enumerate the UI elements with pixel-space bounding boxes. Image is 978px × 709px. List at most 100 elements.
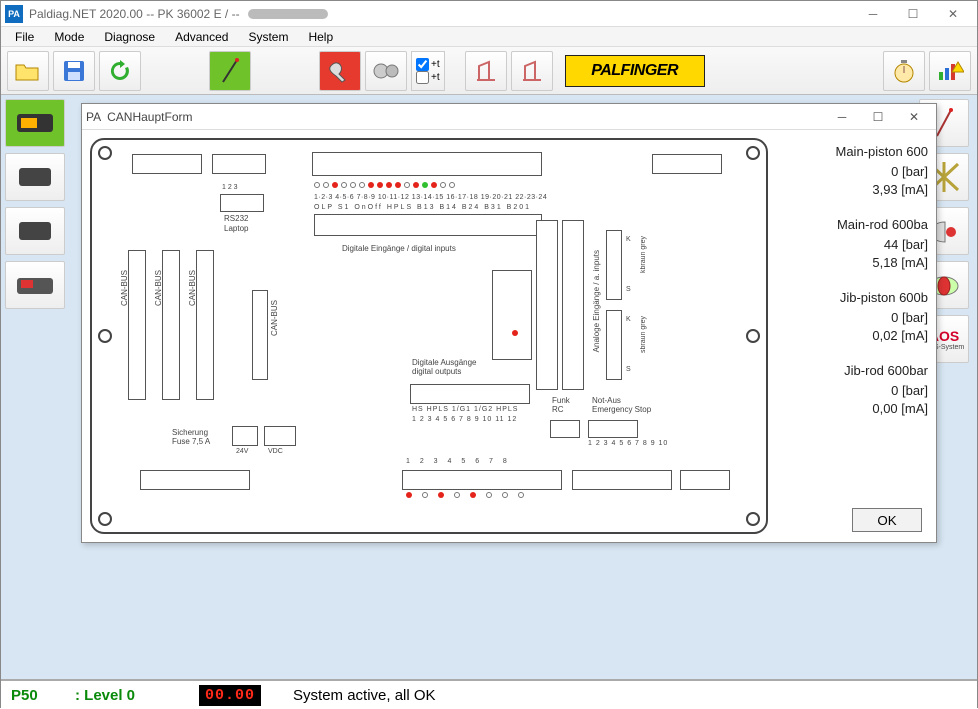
status-led bbox=[377, 182, 383, 188]
save-button[interactable] bbox=[53, 51, 95, 91]
kbraun-top: kbraun grey bbox=[640, 236, 647, 273]
toolbar: +t +t PALFINGER bbox=[1, 47, 977, 95]
readout-group: Main-rod 600ba44 [bar]5,18 [mA] bbox=[837, 217, 928, 270]
module-button-active[interactable] bbox=[5, 99, 65, 147]
rs232-pins-label: 1 2 3 bbox=[222, 184, 238, 191]
module-button-2[interactable] bbox=[5, 153, 65, 201]
connector-top-left-1 bbox=[132, 154, 202, 174]
window-maximize-button[interactable]: ☐ bbox=[893, 2, 933, 26]
refresh-button[interactable] bbox=[99, 51, 141, 91]
clamp-button[interactable] bbox=[319, 51, 361, 91]
ok-button[interactable]: OK bbox=[852, 508, 922, 532]
workspace: AOS AOS-System PA CANHauptForm ─ ☐ ✕ bbox=[1, 95, 977, 679]
open-folder-button[interactable] bbox=[7, 51, 49, 91]
mid-red-led bbox=[512, 330, 518, 336]
k-bot-label: K bbox=[626, 316, 631, 323]
v24-label: 24V bbox=[236, 448, 248, 455]
window-titlebar: PA Paldiag.NET 2020.00 -- PK 36002 E / -… bbox=[1, 1, 977, 27]
readout-group: Jib-piston 600b0 [bar]0,02 [mA] bbox=[840, 290, 928, 343]
canbus-label-1: CAN-BUS bbox=[120, 270, 129, 306]
canbus-col-1 bbox=[128, 250, 146, 400]
module-button-3[interactable] bbox=[5, 207, 65, 255]
status-led bbox=[422, 182, 428, 188]
stopwatch-button[interactable] bbox=[883, 51, 925, 91]
dialog-badge: PA bbox=[86, 110, 101, 124]
connector-top-left-2 bbox=[212, 154, 266, 174]
status-led bbox=[395, 182, 401, 188]
timing-checkboxes: +t +t bbox=[411, 51, 445, 91]
readout-name: Main-rod 600ba bbox=[837, 217, 928, 232]
menu-file[interactable]: File bbox=[5, 28, 44, 46]
k-top-label: K bbox=[626, 236, 631, 243]
readout-group: Main-piston 6000 [bar]3,93 [mA] bbox=[836, 144, 929, 197]
status-led bbox=[413, 182, 419, 188]
crane-button-1[interactable] bbox=[465, 51, 507, 91]
menu-advanced[interactable]: Advanced bbox=[165, 28, 238, 46]
digital-outputs-row bbox=[410, 384, 530, 404]
palfinger-logo: PALFINGER bbox=[565, 55, 705, 87]
notaus-label: Not-Aus Emergency Stop bbox=[592, 396, 651, 414]
statusbar: P50 : Level 0 00.00 System active, all O… bbox=[1, 679, 977, 709]
analog-connector-top bbox=[606, 230, 622, 300]
window-minimize-button[interactable]: ─ bbox=[853, 2, 893, 26]
antenna-button[interactable] bbox=[209, 51, 251, 91]
canbus-label-4: CAN-BUS bbox=[270, 300, 279, 336]
readout-value-ma: 3,93 [mA] bbox=[872, 182, 928, 197]
mid-connector-3 bbox=[562, 220, 584, 390]
status-led bbox=[323, 182, 329, 188]
bottom-connector-left bbox=[140, 470, 250, 490]
menu-help[interactable]: Help bbox=[298, 28, 343, 46]
hs-nums: 1 2 3 4 5 6 7 8 9 10 11 12 bbox=[412, 416, 517, 423]
bottom-connector-mid bbox=[402, 470, 562, 490]
canbus-col-2 bbox=[162, 250, 180, 400]
readout-group: Jib-rod 600bar0 [bar]0,00 [mA] bbox=[844, 363, 928, 416]
digital-inputs-label: Digitale Eingänge / digital inputs bbox=[342, 244, 456, 253]
status-level: : Level 0 bbox=[75, 687, 185, 704]
canbus-col-3 bbox=[196, 250, 214, 400]
status-led bbox=[350, 182, 356, 188]
digital-inputs-row bbox=[314, 214, 542, 236]
chart-alert-button[interactable] bbox=[929, 51, 971, 91]
funk-rc-label: Funk RC bbox=[552, 396, 570, 414]
menu-diagnose[interactable]: Diagnose bbox=[94, 28, 165, 46]
bottom-nums: 1 2 3 4 5 6 7 8 bbox=[406, 458, 511, 465]
status-led bbox=[449, 182, 455, 188]
readout-value-bar: 44 [bar] bbox=[884, 237, 928, 252]
status-message: System active, all OK bbox=[293, 687, 436, 704]
readout-name: Main-piston 600 bbox=[836, 144, 929, 159]
redacted-smudge bbox=[248, 9, 328, 19]
can-haupt-form-dialog: PA CANHauptForm ─ ☐ ✕ 1·2·3 4·5·6 7·8·9 … bbox=[81, 103, 937, 543]
fuse-label: Sicherung Fuse 7,5 A bbox=[172, 428, 210, 446]
v24-connector bbox=[232, 426, 258, 446]
menu-system[interactable]: System bbox=[238, 28, 298, 46]
timing-check-1[interactable]: +t bbox=[416, 58, 440, 71]
rs232-connector bbox=[220, 194, 264, 212]
window-close-button[interactable]: ✕ bbox=[933, 2, 973, 26]
crane-button-2[interactable] bbox=[511, 51, 553, 91]
status-led bbox=[359, 182, 365, 188]
connector-top-right bbox=[652, 154, 722, 174]
hs-labels: HS HPLS 1/G1 1/G2 HPLS bbox=[412, 406, 518, 413]
top-pin-numbers: 1·2·3 4·5·6 7·8·9 10·11·12 13·14·15 16·1… bbox=[314, 194, 547, 201]
menu-mode[interactable]: Mode bbox=[44, 28, 94, 46]
dialog-maximize-button[interactable]: ☐ bbox=[860, 106, 896, 128]
gears-button[interactable] bbox=[365, 51, 407, 91]
window-title: Paldiag.NET 2020.00 -- PK 36002 E / -- bbox=[29, 7, 240, 21]
an-nums-label: 1 2 3 4 5 6 7 8 9 10 bbox=[588, 440, 668, 447]
app-badge: PA bbox=[5, 5, 23, 23]
timing-check-2[interactable]: +t bbox=[416, 71, 440, 84]
bottom-connector-right1 bbox=[572, 470, 672, 490]
menubar: File Mode Diagnose Advanced System Help bbox=[1, 27, 977, 47]
analog-connector-bot bbox=[606, 310, 622, 380]
dialog-close-button[interactable]: ✕ bbox=[896, 106, 932, 128]
bottom-led-row bbox=[406, 492, 524, 498]
dialog-titlebar: PA CANHauptForm ─ ☐ ✕ bbox=[82, 104, 936, 130]
readouts-panel: Main-piston 6000 [bar]3,93 [mA]Main-rod … bbox=[778, 138, 928, 534]
readout-value-ma: 0,00 [mA] bbox=[872, 401, 928, 416]
status-led bbox=[341, 182, 347, 188]
readout-value-bar: 0 [bar] bbox=[891, 383, 928, 398]
readout-value-ma: 0,02 [mA] bbox=[872, 328, 928, 343]
dialog-minimize-button[interactable]: ─ bbox=[824, 106, 860, 128]
pcb-diagram: 1·2·3 4·5·6 7·8·9 10·11·12 13·14·15 16·1… bbox=[90, 138, 768, 534]
module-button-4[interactable] bbox=[5, 261, 65, 309]
